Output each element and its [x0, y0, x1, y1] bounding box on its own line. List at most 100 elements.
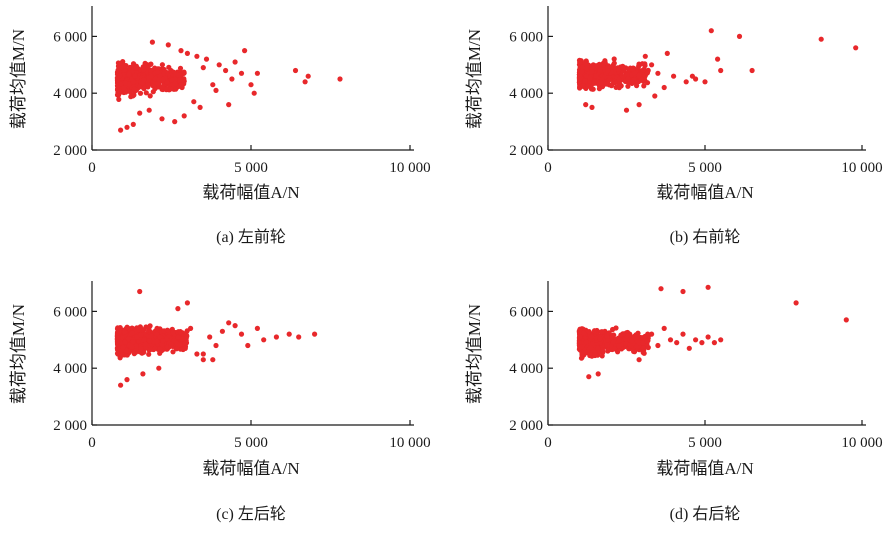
panel-a-data-point — [146, 107, 152, 113]
panel-a-cluster-point — [131, 86, 137, 92]
panel-c-cluster-point — [133, 343, 139, 349]
panel-a-data-point — [137, 110, 143, 116]
panel-c-cluster-point — [146, 351, 152, 357]
panel-b-data-point — [718, 67, 724, 74]
panel-a-cluster-point — [142, 60, 148, 66]
panel-b-cluster-point — [589, 69, 595, 75]
panel-c-data-point — [137, 288, 143, 295]
panel-c-caption: (c) 左后轮 — [216, 505, 286, 523]
panel-a-cluster-point — [148, 73, 154, 79]
panel-d-cluster-point — [616, 343, 622, 349]
panel-d-cluster-point — [610, 339, 616, 345]
panel-b-data-point — [749, 67, 755, 74]
panel-b-x-axis-label: 载荷幅值A/N — [656, 183, 753, 202]
panel-b-cluster-point — [605, 63, 612, 69]
panel-c-data-point — [296, 334, 302, 340]
panel-b-cluster-point — [594, 63, 600, 69]
panel-b-x-tick-label: 0 — [544, 160, 552, 176]
panel-b-data-point — [853, 45, 859, 51]
panel-c-data-point — [261, 337, 267, 343]
panel-c-cluster-point — [138, 345, 144, 352]
panel-c-data-point — [188, 325, 194, 331]
panel-d-data-point — [793, 300, 799, 306]
panel-c-cluster-point — [147, 346, 154, 352]
panel-c-x-axis-label: 载荷幅值A/N — [202, 459, 299, 478]
panel-b-cluster-point — [598, 80, 605, 86]
panel-a-data-point — [124, 124, 130, 130]
panel-c-cluster-point — [177, 342, 183, 348]
panel-a-data-point — [238, 70, 245, 76]
panel-b-cluster-point — [597, 67, 603, 73]
panel-d-cluster-point — [591, 328, 598, 334]
panel-c-data-point — [254, 325, 260, 331]
panel-a-caption: (a) 左前轮 — [216, 228, 286, 246]
panel-c-data-point — [194, 351, 200, 357]
panel-b-data-point — [636, 102, 642, 108]
panel-b-data-point — [661, 84, 667, 91]
panel-a-cluster-point — [137, 90, 144, 96]
panel-b-cluster-point — [616, 76, 622, 82]
panel-c-cluster-point — [170, 349, 176, 355]
panel-c-data-point — [175, 306, 181, 312]
panel-a-data-point — [248, 82, 254, 88]
panel-a-data-point — [226, 102, 232, 108]
panel-a-data-point — [229, 76, 235, 82]
panel-c-data-point — [210, 357, 216, 363]
panel-c-cluster-point — [123, 348, 129, 354]
panel-c-cluster-point — [130, 339, 136, 345]
panel-b-cluster-point — [640, 67, 647, 73]
panel-c-y-tick-label: 4 000 — [53, 361, 87, 377]
panel-c-cluster-point — [128, 343, 135, 350]
panel-b-cluster-point — [606, 77, 612, 84]
panel-c-data-point — [232, 323, 238, 329]
panel-a-cluster-point — [155, 69, 161, 75]
panel-c-data-point — [286, 331, 292, 337]
panel-c-cluster-point — [146, 325, 152, 331]
panel-d-y-tick-label: 2 000 — [509, 418, 543, 434]
panel-a-data-point — [216, 62, 222, 68]
panel-c-cluster-point — [164, 327, 170, 333]
panel-d-data-point — [674, 340, 680, 346]
panel-d-x-tick-label: 10 000 — [841, 435, 882, 451]
panel-d-cluster-point — [641, 350, 647, 356]
panel-a-cluster-point — [168, 86, 174, 92]
panel-c-cluster-point — [138, 332, 144, 338]
panel-c-cluster-point — [142, 341, 149, 347]
panel-a-data-point — [149, 39, 155, 45]
panel-c-cluster-point — [154, 338, 160, 345]
panel-a-data-point — [254, 70, 260, 76]
panel-c-cluster-point — [177, 329, 183, 335]
panel-a-data-point — [181, 113, 187, 119]
panel-a-cluster-point — [126, 81, 132, 87]
panel-b-cluster-point — [579, 68, 585, 75]
panel-c-y-tick-label: 6 000 — [53, 304, 87, 320]
panel-c-data-point — [219, 328, 225, 334]
panel-c-cluster-point — [122, 339, 128, 345]
panel-a-cluster-point — [117, 61, 123, 67]
panel-c-cluster-point — [124, 324, 130, 330]
panel-a-data-point — [242, 48, 248, 54]
panel-d-data-point — [718, 337, 724, 343]
panel-b-cluster-point — [636, 72, 642, 79]
panel-d-data-point — [699, 340, 705, 346]
panel-d-cluster-point — [610, 326, 616, 333]
panel-c-cluster-point — [184, 333, 190, 339]
panel-b-data-point — [683, 79, 689, 85]
panel-a-data-point — [159, 116, 165, 122]
panel-b-data-point — [623, 107, 630, 113]
panel-d-data-point — [705, 284, 711, 290]
panel-a-data-point — [305, 73, 311, 79]
panel-d-cluster-point — [587, 344, 594, 351]
panel-b-data-point — [818, 36, 824, 42]
panel-c-cluster-point — [126, 336, 132, 342]
panel-d-cluster-point — [599, 347, 606, 353]
panel-a-data-point — [337, 76, 343, 82]
panel-c-data-point — [226, 320, 232, 326]
panel-a-data-point — [178, 48, 184, 54]
panel-c-cluster-point — [180, 336, 186, 342]
panel-c-cluster-point — [120, 344, 126, 350]
panel-d-data-point — [711, 340, 718, 346]
panel-d-cluster-point — [640, 340, 646, 346]
panel-c-cluster-point — [154, 325, 160, 331]
